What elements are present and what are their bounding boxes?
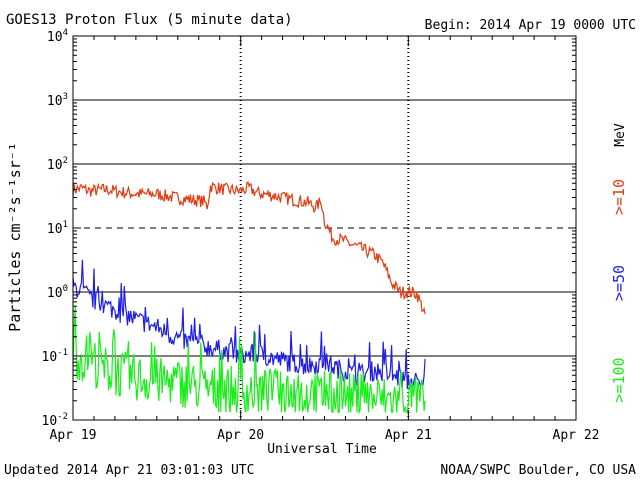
y-tick-base: 10 — [47, 158, 63, 173]
y-tick-label: 100 — [47, 284, 68, 301]
legend: MeV >=10 >=50 >=100 — [610, 123, 628, 402]
series-line-ge100 — [72, 305, 426, 415]
series-group — [72, 181, 426, 415]
y-tick-exponent: 3 — [63, 92, 68, 102]
y-tick-label: 104 — [47, 28, 68, 45]
legend-entry-ge50: >=50 — [610, 265, 628, 301]
y-tick-exponent: -2 — [57, 412, 68, 422]
source-credit: NOAA/SWPC Boulder, CO USA — [440, 463, 636, 478]
y-tick-exponent: 0 — [63, 284, 68, 294]
legend-entry-ge10: >=10 — [610, 179, 628, 215]
x-tick-label: Apr 22 — [553, 428, 600, 443]
begin-time-label: Begin: 2014 Apr 19 0000 UTC — [425, 18, 636, 33]
grid — [73, 36, 576, 420]
y-tick-label: 101 — [47, 220, 68, 237]
x-tick-label: Apr 19 — [50, 428, 97, 443]
y-tick-base: 10 — [42, 414, 58, 429]
x-tick-label: Apr 20 — [217, 428, 264, 443]
y-tick-base: 10 — [47, 286, 63, 301]
y-tick-base: 10 — [47, 94, 63, 109]
y-tick-label: 103 — [47, 92, 68, 109]
y-tick-exponent: -1 — [57, 348, 68, 358]
y-axis-title: Particles cm⁻²s⁻¹sr⁻¹ — [6, 142, 24, 332]
updated-timestamp: Updated 2014 Apr 21 03:01:03 UTC — [4, 463, 254, 478]
series-line-ge50 — [72, 259, 426, 391]
plot-frame — [72, 35, 577, 421]
y-tick-exponent: 1 — [63, 220, 68, 230]
y-tick-label: 10-2 — [42, 412, 69, 429]
y-tick-label: 102 — [47, 156, 68, 173]
y-tick-base: 10 — [47, 30, 63, 45]
legend-unit-mev: MeV — [613, 123, 628, 147]
y-tick-label: 10-1 — [42, 348, 69, 365]
x-axis-title: Universal Time — [267, 442, 377, 457]
chart-title: GOES13 Proton Flux (5 minute data) — [6, 12, 293, 28]
legend-entry-ge100: >=100 — [610, 357, 628, 402]
x-tick-label: Apr 21 — [385, 428, 432, 443]
y-tick-base: 10 — [47, 222, 63, 237]
y-tick-exponent: 2 — [63, 156, 68, 166]
y-tick-exponent: 4 — [63, 28, 68, 38]
y-tick-base: 10 — [42, 350, 58, 365]
series-line-ge10 — [72, 181, 426, 315]
